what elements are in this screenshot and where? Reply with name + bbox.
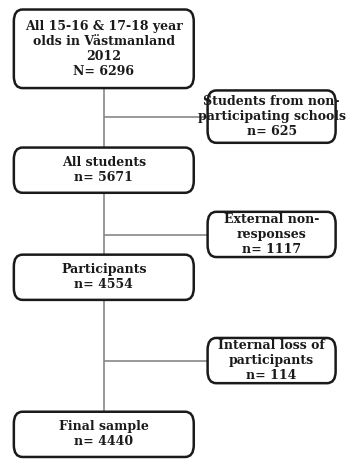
FancyBboxPatch shape [14, 10, 194, 88]
FancyBboxPatch shape [14, 412, 194, 457]
Text: Participants
n= 4554: Participants n= 4554 [61, 263, 147, 291]
FancyBboxPatch shape [14, 148, 194, 193]
Text: Final sample
n= 4440: Final sample n= 4440 [59, 420, 149, 448]
FancyBboxPatch shape [208, 90, 336, 143]
Text: All 15-16 & 17-18 year
olds in Västmanland
2012
N= 6296: All 15-16 & 17-18 year olds in Västmanla… [25, 20, 183, 78]
FancyBboxPatch shape [208, 338, 336, 383]
FancyBboxPatch shape [14, 255, 194, 300]
Text: Students from non-
participating schools
n= 625: Students from non- participating schools… [198, 95, 346, 138]
Text: Internal loss of
participants
n= 114: Internal loss of participants n= 114 [218, 339, 325, 382]
Text: All students
n= 5671: All students n= 5671 [62, 156, 146, 184]
Text: External non-
responses
n= 1117: External non- responses n= 1117 [224, 213, 319, 256]
FancyBboxPatch shape [208, 212, 336, 257]
